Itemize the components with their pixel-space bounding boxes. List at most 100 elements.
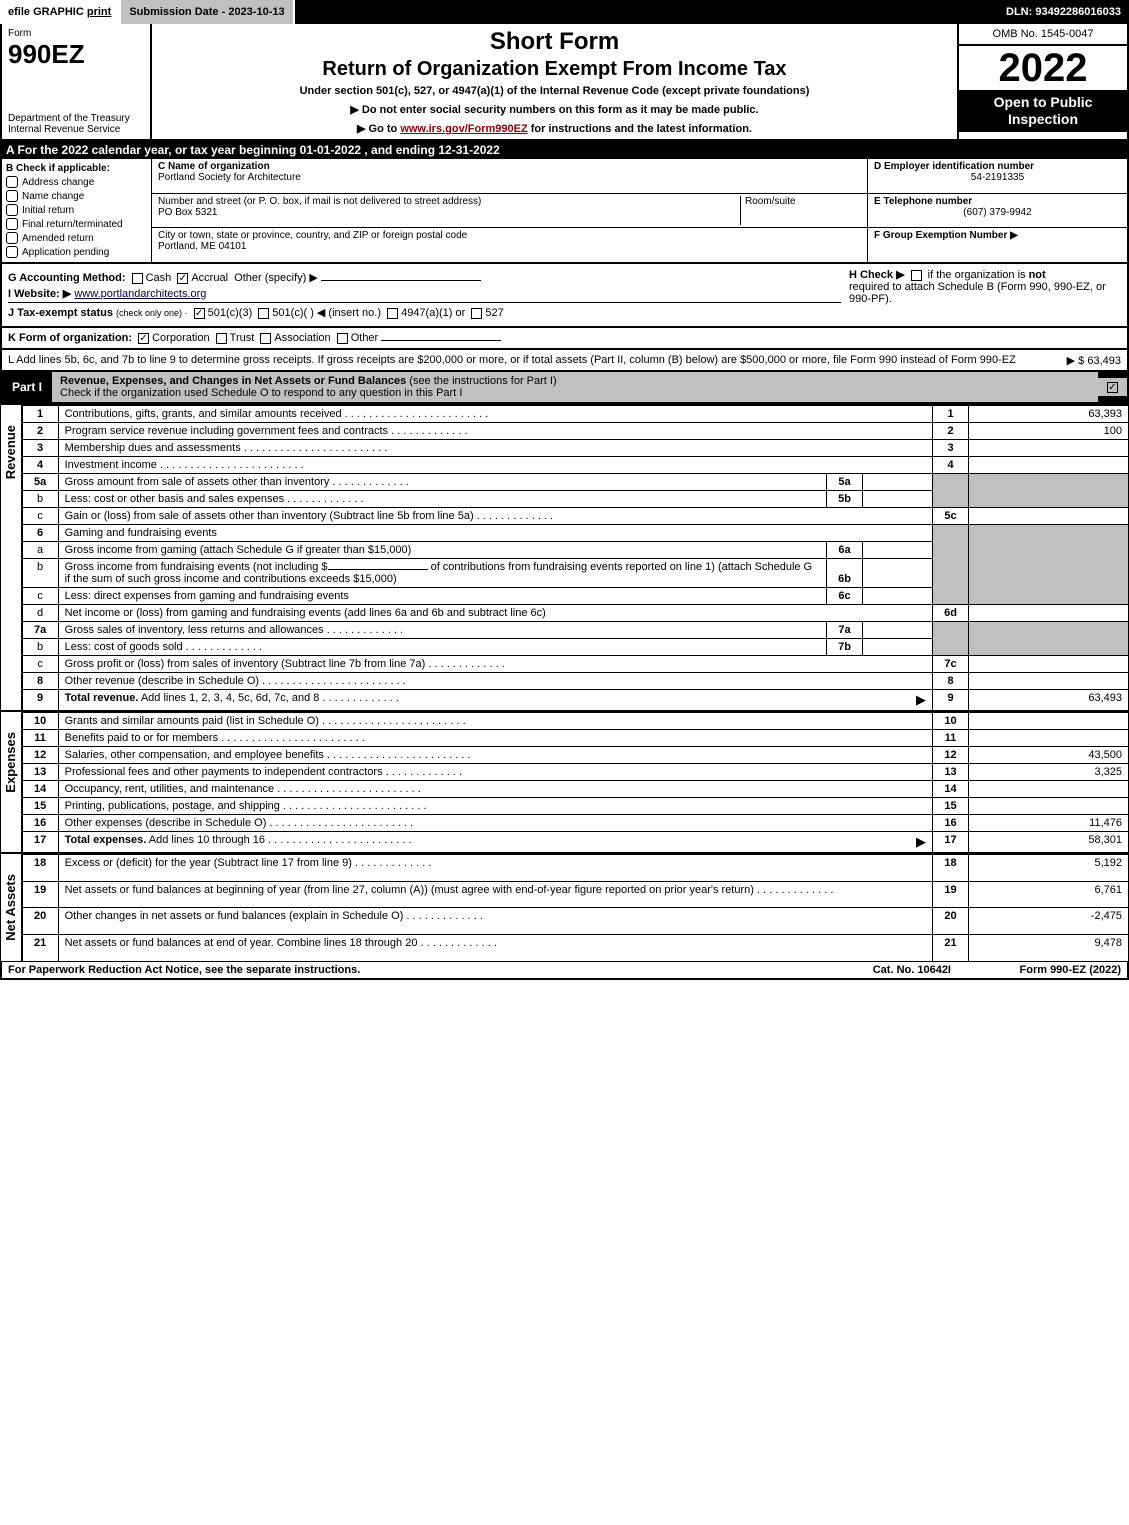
other-label: Other (specify) ▶ xyxy=(234,272,318,284)
checkbox-h[interactable] xyxy=(911,270,922,281)
col-no: 14 xyxy=(933,781,969,798)
line-desc: Gain or (loss) from sale of assets other… xyxy=(65,510,474,522)
checkbox-icon xyxy=(6,176,18,188)
shade xyxy=(969,622,1129,656)
j-opt-1: 501(c)( ) ◀ (insert no.) xyxy=(272,307,381,319)
i-label: I Website: ▶ xyxy=(8,288,71,300)
checkbox-application-pending[interactable]: Application pending xyxy=(6,246,147,258)
expenses-side-label: Expenses xyxy=(0,712,22,853)
line-no: 16 xyxy=(22,815,58,832)
line-13: 13Professional fees and other payments t… xyxy=(22,764,1128,781)
col-val xyxy=(969,440,1129,457)
line-8: 8Other revenue (describe in Schedule O)8 xyxy=(22,673,1128,690)
checkbox-icon xyxy=(6,204,18,216)
instruction-2: ▶ Go to www.irs.gov/Form990EZ for instru… xyxy=(158,122,951,135)
section-c: C Name of organization Portland Society … xyxy=(152,159,867,262)
col-no: 10 xyxy=(933,713,969,730)
footer-right-pre: Form xyxy=(1020,964,1051,976)
desc-bold: Total revenue. xyxy=(65,692,139,704)
section-i: I Website: ▶ www.portlandarchitects.org xyxy=(8,287,841,303)
col-no: 20 xyxy=(933,908,969,935)
col-val: 43,500 xyxy=(969,747,1129,764)
col-val: 9,478 xyxy=(969,935,1129,962)
checkbox-final-return[interactable]: Final return/terminated xyxy=(6,218,147,230)
checkbox-527[interactable] xyxy=(471,308,482,319)
mini-no: 7a xyxy=(827,622,863,639)
line-no: b xyxy=(22,639,58,656)
line-10: 10Grants and similar amounts paid (list … xyxy=(22,713,1128,730)
col-val: 63,393 xyxy=(969,406,1129,423)
checkbox-501c3[interactable] xyxy=(194,308,205,319)
omb-number: OMB No. 1545-0047 xyxy=(959,24,1127,46)
other-input[interactable] xyxy=(321,280,481,281)
header-left: Form 990EZ Department of the Treasury In… xyxy=(2,24,152,139)
checkbox-icon xyxy=(6,232,18,244)
desc-bold: Total expenses. xyxy=(65,834,147,846)
checkbox-amended-return[interactable]: Amended return xyxy=(6,232,147,244)
checkbox-4947[interactable] xyxy=(387,308,398,319)
col-val: 100 xyxy=(969,423,1129,440)
col-val xyxy=(969,673,1129,690)
group-exemption-label: F Group Exemption Number ▶ xyxy=(874,230,1121,241)
line-desc: Program service revenue including govern… xyxy=(65,425,388,437)
col-no: 3 xyxy=(933,440,969,457)
short-form-title: Short Form xyxy=(158,28,951,56)
efile-text: efile GRAPHIC xyxy=(8,6,84,18)
line-desc: Investment income xyxy=(65,459,157,471)
line-no: 17 xyxy=(22,832,58,853)
col-no: 9 xyxy=(933,690,969,711)
instruction-1: ▶ Do not enter social security numbers o… xyxy=(158,103,951,116)
section-h: H Check ▶ if the organization is not req… xyxy=(841,268,1121,322)
website-link[interactable]: www.portlandarchitects.org xyxy=(74,288,206,300)
line-desc: Other changes in net assets or fund bala… xyxy=(65,910,404,922)
footer-right: Form 990-EZ (2022) xyxy=(951,964,1121,976)
section-b-header: B Check if applicable: xyxy=(6,163,147,174)
other-org-input[interactable] xyxy=(381,340,501,341)
j-sub: (check only one) · xyxy=(116,308,188,318)
checkbox-accrual[interactable] xyxy=(177,273,188,284)
l-amount: ▶ $ 63,493 xyxy=(1067,354,1121,367)
line-7a: 7aGross sales of inventory, less returns… xyxy=(22,622,1128,639)
part-1-subtitle: (see the instructions for Part I) xyxy=(409,375,556,387)
efile-link[interactable]: efile GRAPHIC print xyxy=(0,0,121,24)
bcdef-row: B Check if applicable: Address change Na… xyxy=(0,159,1129,264)
department: Department of the Treasury Internal Reve… xyxy=(8,113,144,135)
checkbox-address-change[interactable]: Address change xyxy=(6,176,147,188)
line-no: d xyxy=(22,605,58,622)
col-val xyxy=(969,605,1129,622)
col-no: 8 xyxy=(933,673,969,690)
checkbox-icon xyxy=(6,190,18,202)
expenses-section: Expenses 10Grants and similar amounts pa… xyxy=(0,711,1129,853)
line-no: 15 xyxy=(22,798,58,815)
mini-no: 6a xyxy=(827,542,863,559)
print-link[interactable]: print xyxy=(87,6,111,18)
checkbox-part1-schedule-o[interactable] xyxy=(1107,382,1118,393)
col-val xyxy=(969,713,1129,730)
part-1-title: Revenue, Expenses, and Changes in Net As… xyxy=(52,372,1098,402)
checkbox-association[interactable] xyxy=(260,333,271,344)
col-val: 11,476 xyxy=(969,815,1129,832)
expenses-table: 10Grants and similar amounts paid (list … xyxy=(22,712,1129,853)
phone-value: (607) 379-9942 xyxy=(874,207,1121,218)
checkbox-corporation[interactable] xyxy=(138,333,149,344)
dln: DLN: 93492286016033 xyxy=(998,0,1129,24)
addr-value: PO Box 5321 xyxy=(158,207,736,218)
checkbox-trust[interactable] xyxy=(216,333,227,344)
mini-val xyxy=(863,491,933,508)
checkbox-name-change[interactable]: Name change xyxy=(6,190,147,202)
blank-input[interactable] xyxy=(328,569,428,570)
col-val: 5,192 xyxy=(969,855,1129,882)
part-1-check-text: Check if the organization used Schedule … xyxy=(60,387,462,399)
irs-link[interactable]: www.irs.gov/Form990EZ xyxy=(400,123,527,135)
checkbox-initial-return[interactable]: Initial return xyxy=(6,204,147,216)
shade xyxy=(933,622,969,656)
checkbox-501c[interactable] xyxy=(258,308,269,319)
col-val: 6,761 xyxy=(969,881,1129,908)
line-no: 10 xyxy=(22,713,58,730)
checkbox-cash[interactable] xyxy=(132,273,143,284)
under-section: Under section 501(c), 527, or 4947(a)(1)… xyxy=(158,85,951,97)
arrow-icon: ▶ xyxy=(916,834,926,850)
h-text1: if the organization is xyxy=(928,269,1029,281)
line-15: 15Printing, publications, postage, and s… xyxy=(22,798,1128,815)
checkbox-other-org[interactable] xyxy=(337,333,348,344)
